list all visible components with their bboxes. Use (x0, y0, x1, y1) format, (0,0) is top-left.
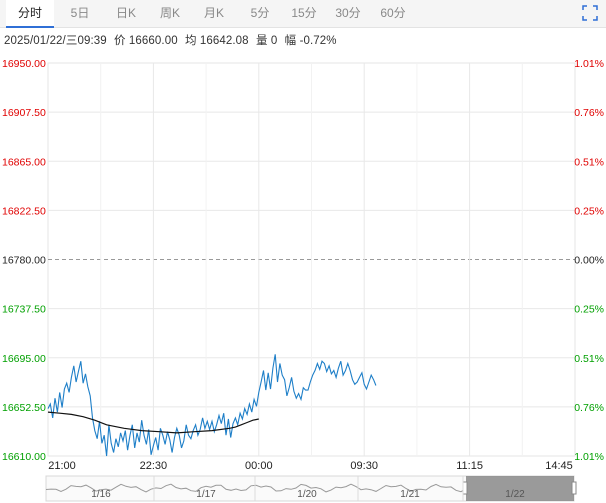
y-tick-label-left: 16695.00 (2, 353, 46, 365)
navigator-label: 1/20 (297, 489, 317, 500)
tab-timeshare[interactable]: 分时 (6, 0, 54, 28)
navigator-label: 1/17 (196, 489, 216, 500)
y-tick-label-right: 0.51% (574, 156, 604, 168)
info-volume: 量 0 (255, 35, 278, 47)
tab-5day[interactable]: 5日 (70, 6, 90, 20)
tab-60min[interactable]: 60分 (380, 6, 406, 20)
navigator-trend-line (45, 483, 467, 493)
y-tick-label-left: 16610.00 (2, 451, 46, 463)
intraday-chart[interactable]: 16950.00 1.01% 16907.50 0.76% 16865.00 0.51% 1… (0, 52, 606, 503)
price-line (47, 354, 377, 457)
period-tabs: 分时 5日 日K 周K 月K 5分 15分 30分 60分 (0, 0, 606, 28)
y-tick-label-left: 16865.00 (2, 156, 46, 168)
average-price-line (47, 411, 259, 434)
navigator-label: 1/21 (400, 489, 420, 500)
y-tick-label-right: 0.76% (574, 107, 604, 119)
tab-5min[interactable]: 5分 (250, 6, 270, 20)
tab-30min[interactable]: 30分 (335, 6, 361, 20)
y-tick-label-right: 0.00% (574, 255, 604, 267)
x-tick-label: 11:15 (456, 460, 483, 472)
y-tick-label-left: 16822.50 (2, 205, 46, 217)
x-tick-label: 09:30 (350, 460, 378, 472)
x-tick-label: 21:00 (48, 460, 76, 472)
y-tick-label-right: 0.25% (574, 304, 604, 316)
navigator-handle-left[interactable] (462, 481, 468, 495)
info-datetime: 2025/01/22/三09:39 (4, 35, 107, 47)
y-tick-label-left: 16737.50 (2, 304, 46, 316)
quote-info-bar: 2025/01/22/三09:39 价 16660.00 均 16642.08 … (4, 32, 341, 48)
y-tick-label-right: 0.25% (574, 205, 604, 217)
info-price: 价 16660.00 (114, 35, 178, 47)
tab-15min[interactable]: 15分 (291, 6, 317, 20)
y-tick-label-left: 16950.00 (2, 58, 46, 70)
navigator-label-selected: 1/22 (505, 489, 525, 500)
tab-monthly-k[interactable]: 月K (203, 6, 224, 20)
y-tick-label-left: 16780.00 (2, 255, 46, 267)
y-tick-label-right: 0.51% (574, 353, 604, 365)
y-tick-label-right: 1.01% (574, 58, 604, 70)
tab-daily-k[interactable]: 日K (115, 6, 136, 20)
x-tick-label: 22:30 (140, 460, 168, 472)
expand-corners-icon[interactable] (582, 5, 598, 21)
tab-weekly-k[interactable]: 周K (159, 6, 180, 20)
x-tick-label: 00:00 (245, 460, 273, 472)
navigator-label: 1/16 (91, 489, 111, 500)
navigator-handle-right[interactable] (571, 481, 577, 495)
y-tick-label-left: 16907.50 (2, 107, 46, 119)
info-avg: 均 16642.08 (185, 35, 249, 47)
y-tick-label-right: 0.76% (574, 402, 604, 414)
info-change: 幅 -0.72% (284, 35, 337, 47)
x-tick-label: 14:45 (545, 460, 573, 472)
y-tick-label-right: 1.01% (574, 451, 604, 463)
navigator-selection-window[interactable] (466, 476, 574, 501)
y-tick-label-left: 16652.50 (2, 402, 46, 414)
